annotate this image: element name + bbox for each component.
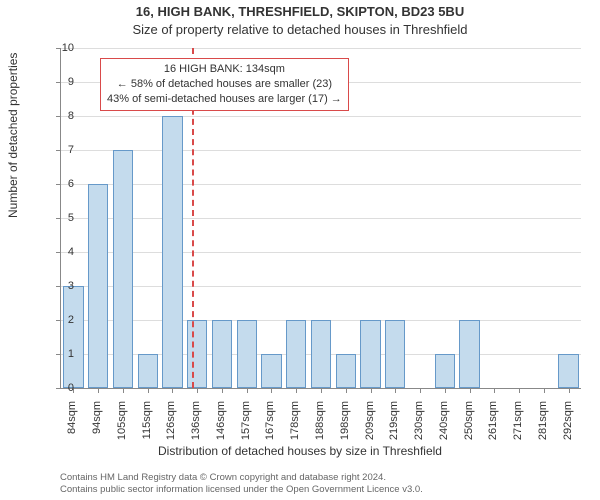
gridline	[61, 286, 581, 287]
annotation-line3: 43% of semi-detached houses are larger (…	[107, 92, 342, 107]
y-tick-label: 6	[44, 178, 74, 190]
x-tick-mark	[371, 388, 372, 393]
annotation-box: 16 HIGH BANK: 134sqm ← 58% of detached h…	[100, 58, 349, 111]
x-tick-mark	[296, 388, 297, 393]
y-tick-label: 8	[44, 110, 74, 122]
bar	[360, 320, 380, 388]
bar	[63, 286, 83, 388]
x-tick-mark	[445, 388, 446, 393]
gridline	[61, 48, 581, 49]
x-tick-mark	[148, 388, 149, 393]
y-tick-label: 10	[44, 42, 74, 54]
bar	[187, 320, 207, 388]
x-tick-mark	[544, 388, 545, 393]
chart-title-line1: 16, HIGH BANK, THRESHFIELD, SKIPTON, BD2…	[0, 4, 600, 19]
annotation-line2: ← 58% of detached houses are smaller (23…	[107, 77, 342, 92]
chart-title-line2: Size of property relative to detached ho…	[0, 22, 600, 37]
bar	[88, 184, 108, 388]
bar	[261, 354, 281, 388]
y-tick-label: 5	[44, 212, 74, 224]
y-axis-label: Number of detached properties	[6, 53, 20, 218]
y-tick-label: 3	[44, 280, 74, 292]
x-axis-label: Distribution of detached houses by size …	[0, 444, 600, 458]
y-tick-label: 4	[44, 246, 74, 258]
bar	[385, 320, 405, 388]
bar	[286, 320, 306, 388]
bar	[162, 116, 182, 388]
x-tick-mark	[247, 388, 248, 393]
bar	[212, 320, 232, 388]
y-tick-label: 7	[44, 144, 74, 156]
gridline	[61, 184, 581, 185]
y-tick-label: 1	[44, 348, 74, 360]
x-tick-mark	[470, 388, 471, 393]
footer-attribution: Contains HM Land Registry data © Crown c…	[60, 472, 423, 496]
x-tick-mark	[346, 388, 347, 393]
x-tick-mark	[123, 388, 124, 393]
x-tick-mark	[569, 388, 570, 393]
x-tick-mark	[395, 388, 396, 393]
gridline	[61, 150, 581, 151]
y-tick-label: 0	[44, 382, 74, 394]
x-tick-mark	[494, 388, 495, 393]
bar	[459, 320, 479, 388]
y-tick-label: 9	[44, 76, 74, 88]
x-tick-mark	[98, 388, 99, 393]
x-tick-mark	[197, 388, 198, 393]
gridline	[61, 116, 581, 117]
x-tick-mark	[321, 388, 322, 393]
footer-line1: Contains HM Land Registry data © Crown c…	[60, 472, 423, 484]
bar	[435, 354, 455, 388]
bar	[336, 354, 356, 388]
bar	[138, 354, 158, 388]
x-tick-mark	[519, 388, 520, 393]
bar	[558, 354, 578, 388]
x-tick-mark	[420, 388, 421, 393]
y-tick-label: 2	[44, 314, 74, 326]
gridline	[61, 252, 581, 253]
chart-container: 16, HIGH BANK, THRESHFIELD, SKIPTON, BD2…	[0, 0, 600, 500]
x-tick-mark	[271, 388, 272, 393]
footer-line2: Contains public sector information licen…	[60, 484, 423, 496]
x-tick-mark	[222, 388, 223, 393]
annotation-line1: 16 HIGH BANK: 134sqm	[107, 62, 342, 77]
gridline	[61, 218, 581, 219]
bar	[237, 320, 257, 388]
x-tick-mark	[172, 388, 173, 393]
bar	[311, 320, 331, 388]
bar	[113, 150, 133, 388]
